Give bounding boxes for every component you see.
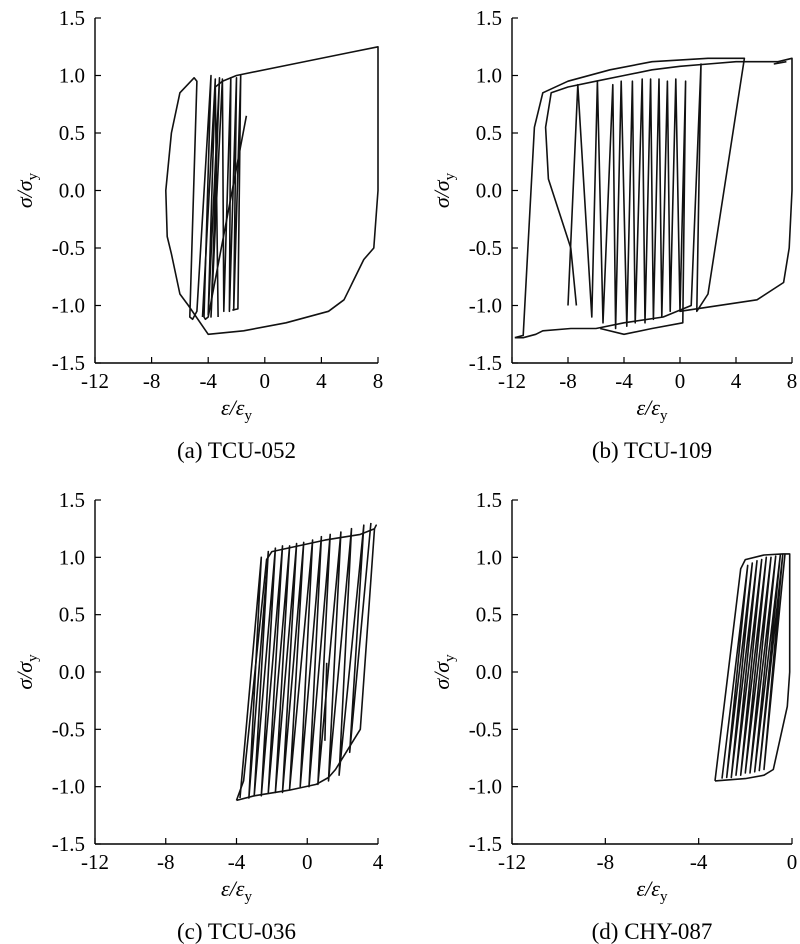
y-tick-label: 1.0 bbox=[59, 545, 85, 569]
y-tick-label: -1.0 bbox=[52, 775, 85, 799]
x-tick-label: -4 bbox=[228, 850, 246, 874]
hysteresis-curve bbox=[235, 524, 378, 802]
y-tick-label: 0.5 bbox=[476, 603, 502, 627]
y-axis-title: σ/σy bbox=[12, 172, 41, 208]
hysteresis-curve bbox=[567, 78, 687, 336]
y-tick-label: -1.5 bbox=[52, 832, 85, 856]
hysteresis-curve bbox=[201, 74, 242, 318]
hysteresis-curve bbox=[324, 662, 328, 741]
y-axis-title: σ/σy bbox=[429, 172, 458, 208]
y-axis-title-subscript: y bbox=[442, 654, 458, 662]
y-tick-label: -0.5 bbox=[469, 717, 502, 741]
panel-caption: (d) CHY-087 bbox=[592, 919, 713, 944]
x-tick-label: 0 bbox=[260, 369, 271, 393]
y-tick-label: -1.5 bbox=[469, 832, 502, 856]
x-tick-label: 8 bbox=[373, 369, 384, 393]
y-axis-title-subscript: y bbox=[25, 172, 41, 180]
panel-1: -1.5 -1.0 -0.5 0.0 0.5 1.0 1.5 -12 -8 -4 0 4 8 ε/εy σ/… bbox=[12, 6, 383, 463]
hysteresis-curve bbox=[239, 522, 372, 799]
x-axis-title: ε/εy bbox=[637, 876, 668, 905]
x-tick-label: -8 bbox=[157, 850, 175, 874]
y-tick-label: 1.0 bbox=[476, 64, 502, 88]
x-axis-title-subscript: y bbox=[660, 408, 668, 424]
panel-4: -1.5 -1.0 -0.5 0.0 0.5 1.0 1.5 -12 -8 -4 0 ε/εy σ/σy… bbox=[429, 488, 797, 944]
y-tick-label: 0.0 bbox=[476, 179, 502, 203]
x-tick-label: 4 bbox=[316, 369, 327, 393]
x-axis-title-subscript: y bbox=[660, 889, 668, 905]
y-tick-label: 0.5 bbox=[476, 121, 502, 145]
x-tick-label: -8 bbox=[143, 369, 161, 393]
panel-caption: (b) TCU-109 bbox=[592, 438, 712, 463]
x-tick-label: -12 bbox=[498, 850, 526, 874]
y-tick-label: 1.5 bbox=[59, 6, 85, 30]
x-tick-label: -4 bbox=[690, 850, 708, 874]
y-axis-title-subscript: y bbox=[442, 172, 458, 180]
x-tick-label: -4 bbox=[615, 369, 633, 393]
y-tick-label: 0.5 bbox=[59, 121, 85, 145]
y-axis-title: σ/σy bbox=[12, 654, 41, 690]
y-tick-label: -0.5 bbox=[469, 236, 502, 260]
y-tick-label: -0.5 bbox=[52, 236, 85, 260]
y-tick-label: 0.0 bbox=[59, 179, 85, 203]
y-tick-label: 1.5 bbox=[476, 6, 502, 30]
y-tick-label: -1.0 bbox=[469, 775, 502, 799]
x-tick-label: -8 bbox=[597, 850, 615, 874]
y-tick-label: 0.5 bbox=[59, 603, 85, 627]
hysteresis-curve bbox=[714, 553, 791, 782]
x-tick-label: 8 bbox=[787, 369, 798, 393]
x-tick-label: -12 bbox=[81, 850, 109, 874]
x-tick-label: 0 bbox=[787, 850, 798, 874]
y-axis-title-subscript: y bbox=[25, 654, 41, 662]
x-axis-title-subscript: y bbox=[244, 408, 252, 424]
hysteresis-curve bbox=[721, 553, 786, 779]
hysteresis-curve bbox=[165, 45, 379, 336]
x-tick-label: -4 bbox=[199, 369, 217, 393]
x-axis-title-subscript: y bbox=[244, 889, 252, 905]
y-tick-label: -1.5 bbox=[469, 351, 502, 375]
panel-caption: (c) TCU-036 bbox=[177, 919, 296, 944]
x-axis-title: ε/εy bbox=[637, 395, 668, 424]
x-axis-title: ε/εy bbox=[221, 395, 252, 424]
y-axis-title: σ/σy bbox=[429, 654, 458, 690]
x-tick-label: 4 bbox=[373, 850, 384, 874]
y-tick-label: -1.5 bbox=[52, 351, 85, 375]
panel-2: -1.5 -1.0 -0.5 0.0 0.5 1.0 1.5 -12 -8 -4 0 4 8 ε/εy σ/… bbox=[429, 6, 797, 463]
y-tick-label: 1.5 bbox=[59, 488, 85, 512]
panel-3: -1.5 -1.0 -0.5 0.0 0.5 1.0 1.5 -12 -8 -4 0 4 ε/εy σ/σ… bbox=[12, 488, 384, 944]
y-tick-label: -1.0 bbox=[469, 294, 502, 318]
hysteresis-curve bbox=[514, 57, 746, 339]
x-tick-label: 0 bbox=[675, 369, 686, 393]
x-tick-label: -8 bbox=[559, 369, 577, 393]
y-tick-label: -0.5 bbox=[52, 717, 85, 741]
x-axis-title: ε/εy bbox=[221, 876, 252, 905]
x-tick-label: 4 bbox=[731, 369, 742, 393]
x-tick-label: -12 bbox=[498, 369, 526, 393]
panel-caption: (a) TCU-052 bbox=[177, 438, 296, 463]
x-tick-label: -12 bbox=[81, 369, 109, 393]
hysteresis-curve bbox=[773, 60, 787, 65]
hysteresis-curve bbox=[544, 57, 793, 313]
y-tick-label: 1.5 bbox=[476, 488, 502, 512]
y-tick-label: 0.0 bbox=[59, 660, 85, 684]
y-tick-label: 0.0 bbox=[476, 660, 502, 684]
y-tick-label: -1.0 bbox=[52, 294, 85, 318]
x-tick-label: 0 bbox=[302, 850, 313, 874]
y-tick-label: 1.0 bbox=[59, 64, 85, 88]
y-tick-label: 1.0 bbox=[476, 545, 502, 569]
